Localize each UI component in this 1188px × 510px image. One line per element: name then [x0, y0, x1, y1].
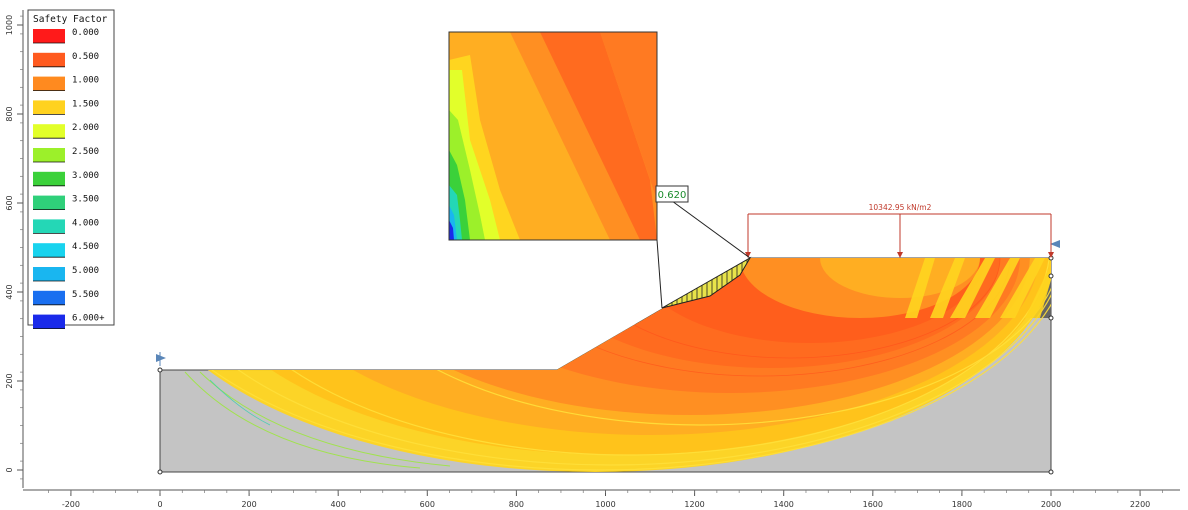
legend-swatch [33, 314, 65, 329]
legend: Safety Factor 0.000 0.500 1.000 1.500 2.000 2… [27, 9, 115, 330]
legend-swatch [33, 243, 65, 258]
y-axis: 0 200 400 600 800 1000 [5, 10, 24, 488]
legend-label: 5.500 [72, 290, 99, 300]
x-tick-label: 2200 [1130, 500, 1150, 509]
safety-factor-callout: 0.620 [655, 185, 689, 203]
legend-swatch [33, 29, 65, 43]
x-tick-label: 200 [241, 500, 256, 509]
x-tick-label: 1800 [952, 500, 972, 509]
load-label: 10342.95 kN/m2 [869, 203, 932, 212]
legend-label: 3.500 [72, 195, 99, 205]
legend-label: 3.000 [72, 171, 99, 181]
safety-factor-value: 0.620 [658, 190, 687, 201]
legend-swatch [33, 290, 65, 305]
x-tick-label: 2000 [1041, 500, 1061, 509]
y-tick-label: 0 [5, 467, 14, 472]
legend-swatch [33, 195, 65, 210]
zoom-inset [448, 31, 751, 309]
y-tick-label: 400 [5, 284, 14, 299]
layer-streaks [905, 258, 1051, 318]
x-axis: -200 0 200 400 600 800 1000 1200 1400 1600 1800 200… [23, 489, 1180, 509]
x-tick-label: -200 [62, 500, 80, 509]
legend-label: 0.500 [72, 52, 99, 62]
x-tick-label: 0 [157, 500, 162, 509]
boundary-flag-right [1050, 240, 1060, 248]
legend-label: 1.500 [72, 99, 99, 109]
legend-label: 1.000 [72, 76, 99, 86]
legend-swatch [33, 148, 65, 162]
legend-swatch [33, 267, 65, 281]
legend-label: 4.000 [72, 218, 99, 228]
legend-label: 0.000 [72, 28, 99, 38]
x-tick-label: 1400 [774, 500, 794, 509]
legend-label: 5.000 [72, 266, 99, 276]
x-tick-label: 600 [420, 500, 435, 509]
x-tick-label: 800 [509, 500, 524, 509]
x-tick-label: 1600 [863, 500, 883, 509]
x-tick-label: 1200 [684, 500, 704, 509]
boundary-flag-left [156, 352, 166, 366]
distributed-load: 10342.95 kN/m2 [745, 203, 1054, 258]
legend-swatch [33, 52, 65, 67]
legend-title: Safety Factor [33, 14, 108, 25]
legend-label: 2.000 [72, 123, 99, 133]
legend-label: 6.000+ [72, 314, 105, 324]
x-tick-label: 1000 [595, 500, 615, 509]
legend-swatch [33, 124, 65, 139]
legend-label: 4.500 [72, 242, 99, 252]
critical-slip-surface [661, 256, 752, 309]
boundary-vertices [157, 255, 1054, 475]
legend-swatch [33, 76, 65, 91]
y-tick-label: 600 [5, 195, 14, 210]
legend-label: 2.500 [72, 147, 99, 157]
y-tick-label: 1000 [5, 15, 14, 35]
legend-swatch [33, 219, 65, 234]
y-tick-label: 200 [5, 373, 14, 388]
legend-swatch [33, 100, 65, 115]
legend-swatch [33, 171, 65, 186]
x-tick-label: 400 [331, 500, 346, 509]
y-tick-label: 800 [5, 106, 14, 121]
